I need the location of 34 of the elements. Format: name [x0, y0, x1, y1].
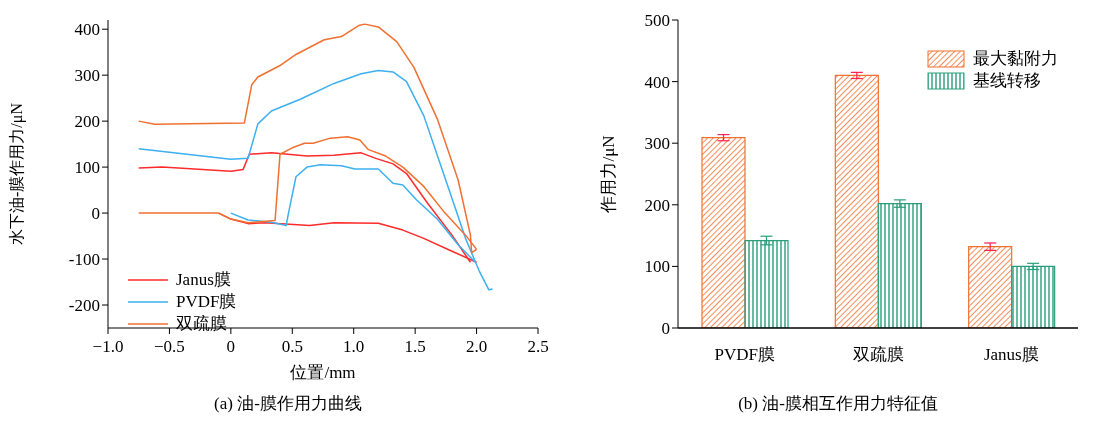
x-tick-label: 双疏膜 — [852, 345, 904, 365]
x-axis-title: 位置/mm — [290, 363, 356, 382]
y-tick-label: 200 — [74, 112, 100, 132]
legend-label: 基线转移 — [973, 70, 1041, 92]
x-tick-label: 2.5 — [527, 337, 549, 357]
text: (a) 油-膜作用力曲线 — [213, 393, 363, 415]
y-axis-title: 作用力/μN — [599, 135, 619, 214]
y-tick-label: 100 — [74, 158, 100, 178]
y-axis-title: 水下油-膜作用力/μN — [7, 102, 26, 245]
y-tick-label: 200 — [644, 195, 670, 215]
y-tick-label: 400 — [644, 72, 670, 92]
y-tick-label: -200 — [68, 296, 100, 316]
y-tick-label: 400 — [74, 20, 100, 40]
x-tick-label: 1.5 — [404, 337, 426, 357]
y-tick-label: 0 — [661, 319, 670, 339]
y-tick-label: 300 — [74, 66, 100, 86]
x-tick-label: 0 — [226, 337, 236, 357]
legend-label: 最大黏附力 — [973, 48, 1058, 70]
y-tick-label: 500 — [644, 11, 670, 31]
y-tick-label: -100 — [68, 250, 100, 270]
x-tick-label: 1.0 — [343, 337, 365, 357]
y-tick-label: 100 — [644, 257, 670, 277]
legend-label: 双疏膜 — [176, 313, 227, 335]
x-tick-label: −0.5 — [154, 337, 185, 357]
x-tick-label: −1.0 — [92, 337, 124, 357]
x-tick-label: PVDF膜 — [714, 345, 775, 365]
legend-label: PVDF膜 — [176, 291, 237, 313]
x-tick-label: 2.0 — [465, 337, 488, 357]
legend-label: Janus膜 — [176, 269, 231, 291]
y-tick-label: 0 — [91, 204, 100, 224]
text: (b) 油-膜相互作用力特征值 — [737, 393, 939, 415]
y-tick-label: 300 — [644, 134, 670, 154]
x-tick-label: 0.5 — [281, 337, 303, 357]
x-tick-label: Janus膜 — [983, 345, 1039, 365]
